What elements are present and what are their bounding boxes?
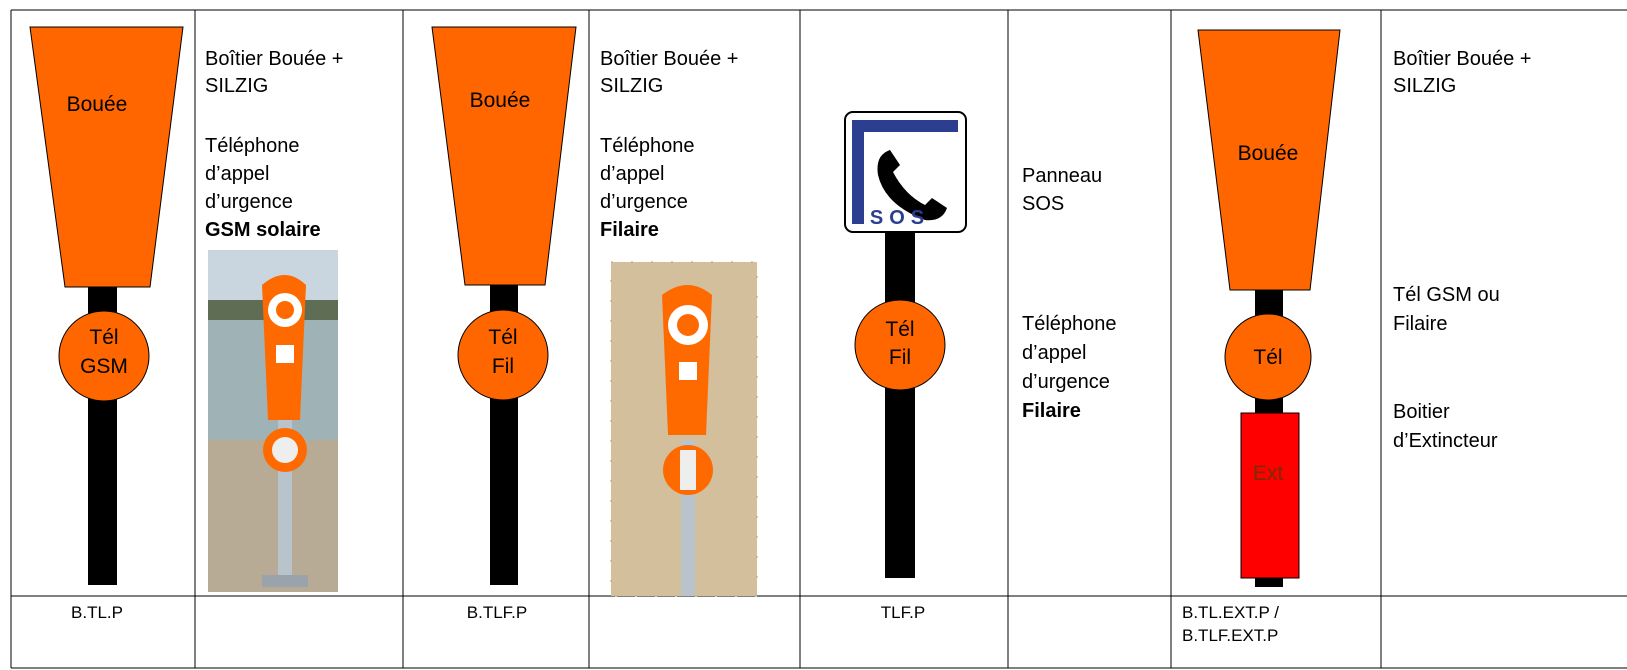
phone-label: Tél — [89, 326, 118, 349]
extinguisher-label: Ext — [1253, 462, 1284, 485]
buoy-extinguisher-diagram: Bouée Tél Ext — [1197, 29, 1341, 587]
buoy-diagram: Bouée Tél Fil — [431, 26, 577, 585]
cell-text: Boitier — [1393, 401, 1450, 423]
product-code: B.TLF.P — [467, 603, 527, 622]
cell-text-bold: Filaire — [1022, 400, 1081, 422]
phone-label: Tél — [488, 326, 517, 349]
cell-text: Téléphone — [205, 135, 300, 157]
cell-text: d’Extincteur — [1393, 430, 1498, 452]
cell-text-bold: GSM solaire — [205, 219, 321, 241]
table-grid — [10, 9, 1627, 669]
cell-text: Téléphone — [600, 135, 695, 157]
cell-text: d’appel — [1022, 342, 1087, 364]
photo — [610, 261, 758, 597]
cell-text: SILZIG — [1393, 75, 1456, 97]
cell-text: Boîtier Bouée + — [1393, 48, 1531, 70]
cell-text: d’urgence — [1022, 371, 1110, 393]
phone-label: Fil — [889, 346, 911, 369]
phone-label: Fil — [492, 355, 514, 378]
cell-text: d’appel — [205, 163, 270, 185]
cell-text: SILZIG — [600, 75, 663, 97]
buoy-label: Bouée — [67, 93, 128, 116]
cell-text: d’urgence — [600, 191, 688, 213]
sos-diagram: SOS Tél Fil — [844, 111, 967, 578]
product-code: B.TL.EXT.P / — [1182, 603, 1279, 622]
photo — [208, 250, 338, 592]
product-code: B.TLF.EXT.P — [1182, 626, 1278, 645]
phone-label: GSM — [80, 355, 128, 378]
cell-text: Panneau — [1022, 165, 1102, 187]
cell-text: SOS — [1022, 193, 1064, 215]
cell-text: Filaire — [1393, 313, 1447, 335]
product-code: TLF.P — [881, 603, 925, 622]
cell-text: Boîtier Bouée + — [600, 48, 738, 70]
cell-text-bold: Filaire — [600, 219, 659, 241]
cell-text: Téléphone — [1022, 313, 1117, 335]
phone-label: Tél — [885, 318, 914, 341]
sign-label: SOS — [870, 207, 930, 229]
buoy-diagram: Bouée Tél GSM — [29, 26, 184, 585]
cell-text: d’appel — [600, 163, 665, 185]
cell-text: Tél GSM ou — [1393, 284, 1500, 306]
buoy-label: Bouée — [470, 89, 531, 112]
phone-label: Tél — [1253, 346, 1282, 369]
cell-text: Boîtier Bouée + — [205, 48, 343, 70]
cell-text: SILZIG — [205, 75, 268, 97]
cell-text: d’urgence — [205, 191, 293, 213]
buoy-label: Bouée — [1238, 142, 1299, 165]
product-code: B.TL.P — [71, 603, 123, 622]
